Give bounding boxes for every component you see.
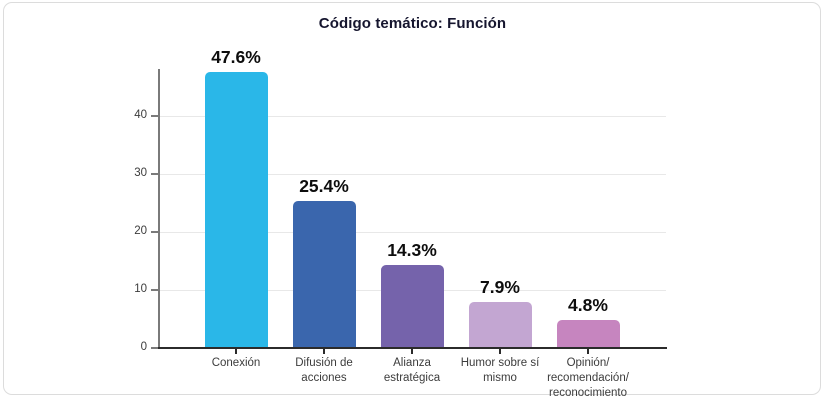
bar	[292, 200, 356, 348]
gridline	[160, 115, 666, 117]
x-tick-mark	[587, 349, 589, 354]
chart-card: Código temático: Función 0 10 20 30 40 47.6% C…	[3, 2, 821, 399]
y-tick-mark	[151, 231, 158, 233]
x-category-label: Difusión de acciones	[295, 357, 353, 384]
x-tick-mark	[411, 349, 413, 354]
bar	[204, 71, 268, 348]
x-category-label: Alianza estratégica	[383, 357, 441, 384]
x-category-label: Conexión	[211, 357, 261, 369]
x-category-label: Humor sobre sí mismo	[460, 357, 540, 384]
y-tick-label: 0	[140, 341, 147, 353]
y-tick-mark	[151, 289, 158, 291]
y-tick-mark	[151, 347, 158, 349]
x-tick-mark	[499, 349, 501, 354]
x-tick-mark	[235, 349, 237, 354]
bar	[468, 302, 532, 348]
bar-value-label: 7.9%	[480, 277, 520, 298]
gridline	[160, 173, 666, 175]
y-tick-mark	[151, 173, 158, 175]
bar-value-label: 4.8%	[568, 295, 608, 316]
bar-value-label: 47.6%	[211, 46, 261, 67]
y-tick-label: 10	[134, 283, 147, 295]
y-tick-label: 30	[134, 167, 147, 179]
bar-value-label: 25.4%	[299, 175, 349, 196]
bar	[556, 320, 620, 348]
gridline	[160, 231, 666, 233]
x-axis-line	[158, 347, 667, 349]
plot-area: 0 10 20 30 40 47.6% Conexión 25.4% Difusión de a…	[4, 3, 825, 405]
x-tick-mark	[323, 349, 325, 354]
chart-title: Código temático: Función	[318, 15, 507, 32]
y-tick-mark	[151, 115, 158, 117]
x-category-label: Opinión/ recomendación/ reconocimiento	[547, 357, 629, 399]
y-axis-line	[158, 69, 160, 348]
y-tick-label: 20	[134, 225, 147, 237]
bar	[380, 265, 444, 348]
y-tick-label: 40	[134, 109, 147, 121]
bar-value-label: 14.3%	[387, 240, 437, 261]
